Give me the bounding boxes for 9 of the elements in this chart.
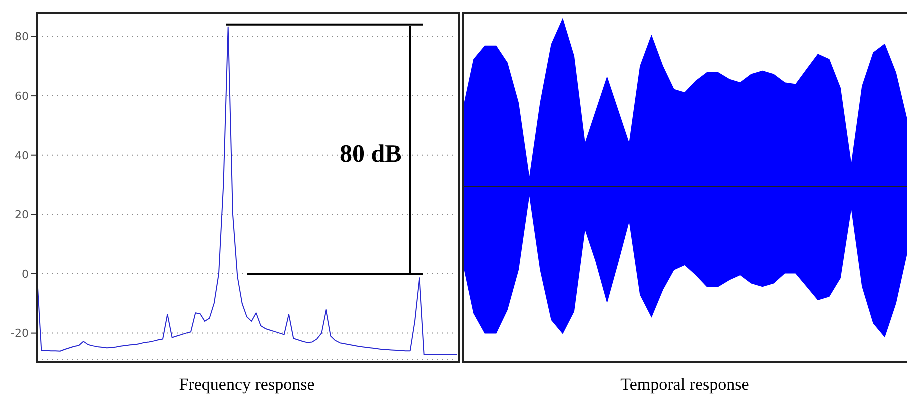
- y-tick-label: 0: [22, 268, 29, 281]
- y-tick-label: -20: [11, 327, 29, 340]
- y-tick-label: 20: [15, 208, 29, 222]
- y-tick-label: 60: [15, 90, 29, 103]
- y-tick-label: 40: [15, 149, 29, 162]
- x-axis-title: Temporal response: [620, 375, 750, 395]
- annotation: 80 dB: [340, 141, 402, 169]
- y-tick-label: 80: [15, 30, 29, 44]
- x-axis-title: Frequency response: [178, 375, 316, 395]
